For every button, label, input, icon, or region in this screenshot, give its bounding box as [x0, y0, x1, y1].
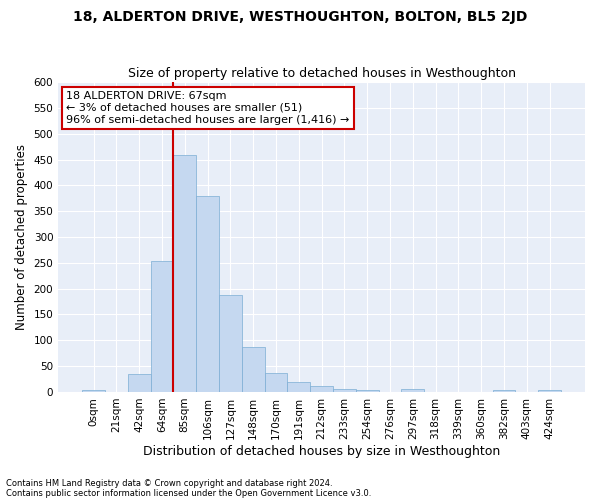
- Bar: [173, 156, 196, 392]
- Bar: [356, 390, 379, 392]
- Bar: [333, 390, 356, 392]
- Text: 18, ALDERTON DRIVE, WESTHOUGHTON, BOLTON, BL5 2JD: 18, ALDERTON DRIVE, WESTHOUGHTON, BOLTON…: [73, 10, 527, 24]
- Text: Contains public sector information licensed under the Open Government Licence v3: Contains public sector information licen…: [6, 488, 371, 498]
- Title: Size of property relative to detached houses in Westhoughton: Size of property relative to detached ho…: [128, 66, 515, 80]
- Bar: [242, 346, 265, 392]
- Bar: [538, 390, 561, 392]
- Bar: [128, 374, 151, 392]
- Bar: [82, 390, 105, 392]
- Bar: [265, 373, 287, 392]
- Bar: [151, 262, 173, 392]
- Text: Contains HM Land Registry data © Crown copyright and database right 2024.: Contains HM Land Registry data © Crown c…: [6, 478, 332, 488]
- Bar: [310, 386, 333, 392]
- Bar: [493, 390, 515, 392]
- Y-axis label: Number of detached properties: Number of detached properties: [15, 144, 28, 330]
- X-axis label: Distribution of detached houses by size in Westhoughton: Distribution of detached houses by size …: [143, 444, 500, 458]
- Bar: [219, 295, 242, 392]
- Bar: [196, 196, 219, 392]
- Bar: [401, 390, 424, 392]
- Bar: [287, 382, 310, 392]
- Text: 18 ALDERTON DRIVE: 67sqm
← 3% of detached houses are smaller (51)
96% of semi-de: 18 ALDERTON DRIVE: 67sqm ← 3% of detache…: [66, 92, 349, 124]
